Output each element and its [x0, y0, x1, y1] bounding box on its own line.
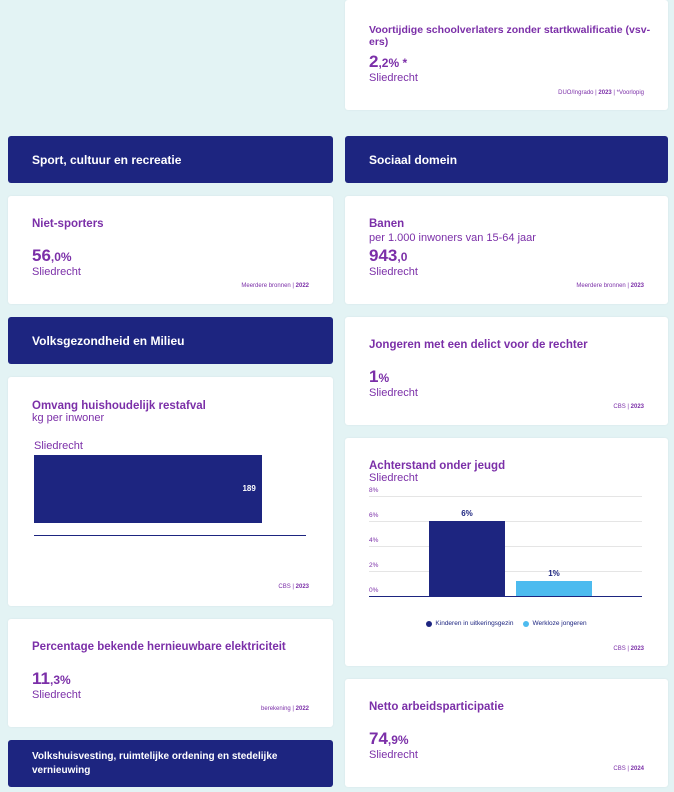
card-source: Meerdere bronnen | 2022: [241, 283, 309, 289]
value-rest: ,0%: [50, 250, 72, 264]
card-value: 56,0%: [32, 246, 72, 266]
card-subtitle: per 1.000 inwoners van 15-64 jaar: [369, 232, 536, 244]
source-label: CBS |: [278, 584, 296, 590]
card-achterstand: Achterstand onder jeugd Sliedrecht 0% 2% 4…: [345, 438, 668, 666]
value-integer: 56: [32, 246, 51, 265]
source-label: CBS |: [613, 646, 631, 652]
x-axis-line: [369, 596, 642, 597]
category-label: Sliedrecht: [34, 440, 83, 452]
gridline: [369, 521, 642, 522]
card-restafval: Omvang huishoudelijk restafval kg per in…: [8, 377, 333, 606]
card-value: 11,3%: [32, 669, 71, 689]
card-source: CBS | 2024: [613, 766, 644, 772]
legend-item: Werkloze jongeren: [523, 620, 587, 627]
source-year: 2023: [295, 584, 309, 590]
section-header-volkshuisvesting: Volkshuisvesting, ruimtelijke ordening e…: [8, 740, 333, 787]
legend-label: Werkloze jongeren: [532, 620, 587, 627]
bar-sliedrecht: [34, 455, 263, 523]
card-region: Sliedrecht: [32, 689, 81, 701]
card-value: 74,9%: [369, 729, 409, 749]
y-tick-label: 8%: [369, 487, 379, 494]
restafval-chart: Sliedrecht 189: [8, 377, 333, 606]
source-year: 2022: [295, 706, 309, 712]
card-source: CBS | 2023: [278, 584, 309, 590]
source-label: CBS |: [613, 404, 631, 410]
y-tick-label: 6%: [369, 512, 379, 519]
card-source: berekening | 2022: [261, 706, 309, 712]
bar-werkloze-jongeren: [516, 581, 592, 596]
source-year: 2023: [598, 90, 612, 96]
source-label: DUO/Ingrado |: [558, 90, 599, 96]
source-label: Meerdere bronnen |: [576, 283, 631, 289]
card-title: Niet-sporters: [32, 218, 104, 230]
card-subtitle: kg per inwoner: [32, 412, 105, 424]
value-integer: 74: [369, 729, 388, 748]
value-rest: %: [378, 371, 390, 385]
source-year: 2023: [630, 646, 644, 652]
bar-value-label: 189: [242, 484, 256, 493]
card-source: CBS | 2023: [613, 646, 644, 652]
chart-legend: Kinderen in uitkeringsgezin Werkloze jong…: [345, 620, 668, 627]
source-label: Meerdere bronnen |: [241, 283, 296, 289]
card-source: CBS | 2023: [613, 404, 644, 410]
legend-dot-icon: [426, 620, 433, 627]
card-region: Sliedrecht: [369, 749, 418, 761]
section-header-sport: Sport, cultuur en recreatie: [8, 136, 333, 183]
card-value: 1%: [369, 367, 389, 387]
value-integer: 1: [369, 367, 379, 386]
card-value: 943,0: [369, 246, 407, 266]
value-integer: 11: [32, 669, 50, 688]
section-header-sociaal: Sociaal domein: [345, 136, 668, 183]
x-axis-line: [34, 535, 306, 536]
value-rest: ,3%: [49, 673, 71, 687]
y-tick-label: 2%: [369, 562, 379, 569]
card-title: Voortijdige schoolverlaters zonder start…: [369, 24, 651, 48]
card-arbeid: Netto arbeidsparticipatie 74,9% Sliedrec…: [345, 679, 668, 787]
value-rest: ,0: [397, 250, 408, 264]
gridline: [369, 571, 642, 572]
card-title: Banen: [369, 218, 405, 230]
card-title: Achterstand onder jeugd: [369, 460, 506, 472]
card-value: 2,2% *: [369, 52, 407, 72]
card-region: Sliedrecht: [369, 387, 418, 399]
value-rest: ,2% *: [378, 56, 408, 70]
source-year: 2022: [295, 283, 309, 289]
legend-label: Kinderen in uitkeringsgezin: [435, 620, 514, 627]
source-year: 2024: [630, 766, 644, 772]
source-label: berekening |: [261, 706, 296, 712]
source-year: 2023: [630, 404, 644, 410]
legend-dot-icon: [523, 620, 530, 627]
card-vsv: Voortijdige schoolverlaters zonder start…: [345, 0, 668, 110]
achterstand-chart: 0% 2% 4% 6% 8% 6% 1% Kinderen in uitkeringsgezi…: [345, 438, 668, 666]
card-banen: Banen per 1.000 inwoners van 15-64 jaar …: [345, 196, 668, 304]
bar-kinderen-uitkeringsgezin: [429, 521, 505, 596]
source-label: CBS |: [613, 766, 631, 772]
card-title: Netto arbeidsparticipatie: [369, 701, 504, 713]
card-subtitle: Sliedrecht: [369, 472, 418, 484]
y-tick-label: 0%: [369, 587, 379, 594]
bar-value-label: 1%: [548, 569, 560, 578]
value-integer: 943: [369, 246, 398, 265]
gridline: [369, 546, 642, 547]
card-region: Sliedrecht: [32, 266, 81, 278]
source-note: | *Voorlopig: [611, 90, 644, 96]
value-integer: 2: [369, 52, 379, 71]
card-delict: Jongeren met een delict voor de rechter …: [345, 317, 668, 425]
y-tick-label: 4%: [369, 537, 379, 544]
card-region: Sliedrecht: [369, 266, 418, 278]
value-rest: ,9%: [387, 733, 409, 747]
card-region: Sliedrecht: [369, 72, 418, 84]
legend-item: Kinderen in uitkeringsgezin: [426, 620, 513, 627]
card-hernieuwbaar: Percentage bekende hernieuwbare elektric…: [8, 619, 333, 727]
gridline: [369, 496, 642, 497]
bar-value-label: 6%: [461, 509, 473, 518]
source-year: 2023: [630, 283, 644, 289]
card-title: Jongeren met een delict voor de rechter: [369, 339, 588, 351]
section-header-gezondheid: Volksgezondheid en Milieu: [8, 317, 333, 364]
card-niet-sporters: Niet-sporters 56,0% Sliedrecht Meerdere …: [8, 196, 333, 304]
card-source: Meerdere bronnen | 2023: [576, 283, 644, 289]
card-source: DUO/Ingrado | 2023 | *Voorlopig: [558, 90, 644, 96]
card-title: Omvang huishoudelijk restafval: [32, 400, 206, 412]
card-title: Percentage bekende hernieuwbare elektric…: [32, 641, 286, 653]
